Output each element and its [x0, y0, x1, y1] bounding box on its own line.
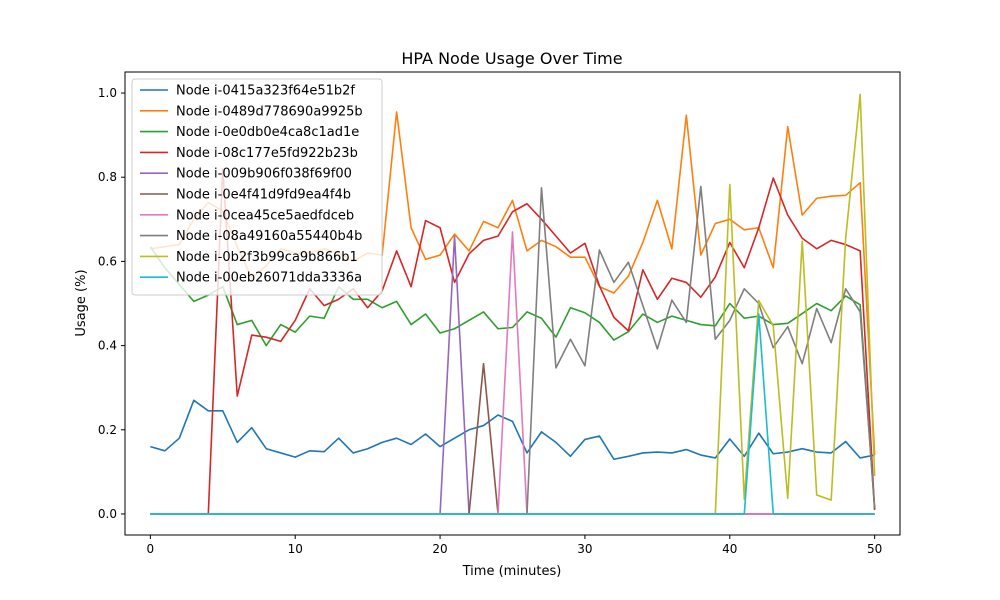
legend: Node i-0415a323f64e51b2f Node i-0489d7786… [131, 78, 383, 296]
x-tick-label: 10 [288, 542, 303, 556]
legend-label: Node i-00eb26071dda3336a [176, 271, 362, 286]
legend-label: Node i-0489d778690a9925b [176, 104, 363, 119]
legend-label: Node i-0e0db0e4ca8c1ad1e [176, 125, 359, 140]
chart-title: HPA Node Usage Over Time [401, 49, 622, 68]
legend-label: Node i-0cea45ce5aedfdceb [176, 208, 354, 223]
x-tick-label: 40 [722, 542, 737, 556]
y-tick-label: 0.2 [98, 423, 117, 437]
x-tick-label: 0 [147, 542, 155, 556]
legend-label: Node i-009b906f038f69f00 [176, 167, 352, 182]
y-tick-label: 1.0 [98, 86, 117, 100]
legend-box [131, 78, 383, 296]
series-line-3 [150, 168, 876, 515]
y-axis-label: Usage (%) [74, 269, 89, 336]
y-tick-label: 0.4 [98, 339, 117, 353]
legend-label: Node i-08c177e5fd922b23b [176, 146, 358, 161]
series-line-0 [150, 399, 875, 461]
series-layer [149, 93, 876, 515]
x-axis-ticks: 0 10 20 30 40 50 [147, 535, 882, 556]
legend-label: Node i-08a49160a55440b4b [176, 229, 362, 244]
y-axis-ticks: 0.0 0.2 0.4 0.6 0.8 1.0 [98, 86, 125, 521]
x-axis-label: Time (minutes) [462, 564, 562, 579]
legend-label: Node i-0e4f41d9fd9ea4f4b [176, 188, 351, 203]
x-tick-label: 30 [577, 542, 592, 556]
y-tick-label: 0.6 [98, 254, 117, 268]
legend-label: Node i-0415a323f64e51b2f [176, 84, 355, 99]
x-tick-label: 50 [867, 542, 882, 556]
legend-label: Node i-0b2f3b99ca9b866b1 [176, 250, 358, 265]
series-line-9 [150, 313, 875, 515]
y-tick-label: 0.8 [98, 170, 117, 184]
y-tick-label: 0.0 [98, 507, 117, 521]
x-tick-label: 20 [432, 542, 447, 556]
plot-frame [124, 71, 901, 536]
